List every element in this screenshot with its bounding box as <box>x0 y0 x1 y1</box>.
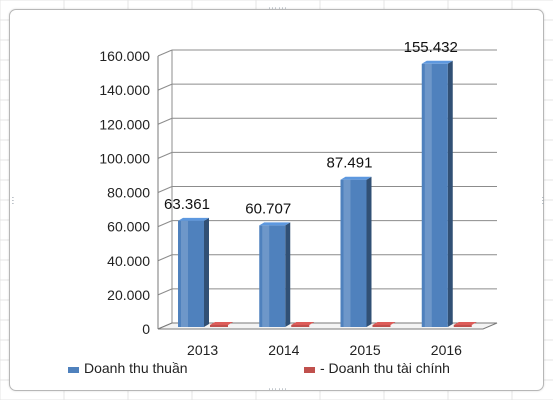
x-tick-label: 2013 <box>187 342 218 358</box>
gridline-depth <box>157 49 173 57</box>
gridline-depth <box>157 117 173 125</box>
bar-doanh-thu-tai-chinh-2016[interactable] <box>453 322 477 327</box>
y-tick-label: 120.000 <box>99 116 150 132</box>
resize-handle-right[interactable]: ⋯ <box>537 196 547 206</box>
bar-doanh-thu-tai-chinh-2013[interactable] <box>210 322 233 327</box>
y-tick-label: 100.000 <box>99 150 150 166</box>
bar-doanh-thu-tai-chinh-2015[interactable] <box>372 322 396 327</box>
x-tick-label: 2016 <box>431 342 462 358</box>
resize-handle-left[interactable]: ⋯ <box>7 196 17 206</box>
axes: 0 20.000 40.000 60.000 80.000 100.000 120.000 1… <box>99 48 498 337</box>
bar-doanh-thu-thu-n-2014[interactable] <box>259 222 291 327</box>
x-tick-label: 2014 <box>268 342 299 358</box>
gridline-depth <box>157 220 173 228</box>
gridline-depth <box>157 151 173 159</box>
legend-label: Doanh thu thuần <box>84 360 188 376</box>
gridline-depth <box>157 83 173 91</box>
bar-doanh-thu-thu-n-2016[interactable] <box>421 60 453 327</box>
x-tick-label: 2015 <box>350 342 381 358</box>
y-tick-label: 160.000 <box>99 48 150 64</box>
gridline-depth <box>157 186 173 193</box>
resize-handle-bottom[interactable]: ⋯⋯ <box>268 385 288 395</box>
bar-doanh-thu-tai-chinh-2014[interactable] <box>291 322 315 327</box>
bar-doanh-thu-thu-n-2015[interactable] <box>340 176 372 327</box>
y-tick-label: 80.000 <box>107 185 150 201</box>
gridline-depth <box>157 288 173 296</box>
resize-handle-top[interactable]: ⋯⋯ <box>268 4 288 14</box>
legend-item[interactable]: Doanh thu thuần <box>68 360 188 376</box>
legend: Doanh thu thuần - Doanh thu tài chính <box>68 360 450 376</box>
y-tick-label: 20.000 <box>107 287 150 303</box>
y-tick-label: 60.000 <box>107 219 150 235</box>
data-label: 60.707 <box>245 200 291 217</box>
labels: 63.361 2013 60.707 2014 87.491 2015 155.432 201… <box>164 39 462 358</box>
data-label: 155.432 <box>404 39 458 56</box>
y-tick-label: 0 <box>142 321 150 337</box>
bars <box>178 60 477 327</box>
legend-swatch <box>304 367 315 373</box>
data-label: 63.361 <box>164 196 210 213</box>
chart-floor <box>157 322 498 330</box>
y-tick-label: 40.000 <box>107 253 150 269</box>
legend-swatch <box>68 367 79 373</box>
gridline-depth <box>157 254 173 262</box>
legend-item[interactable]: - Doanh thu tài chính <box>304 360 450 376</box>
bar-doanh-thu-thu-n-2013[interactable] <box>178 217 209 327</box>
legend-label: - Doanh thu tài chính <box>320 360 450 376</box>
data-label: 87.491 <box>327 155 373 172</box>
y-tick-label: 140.000 <box>99 82 150 98</box>
